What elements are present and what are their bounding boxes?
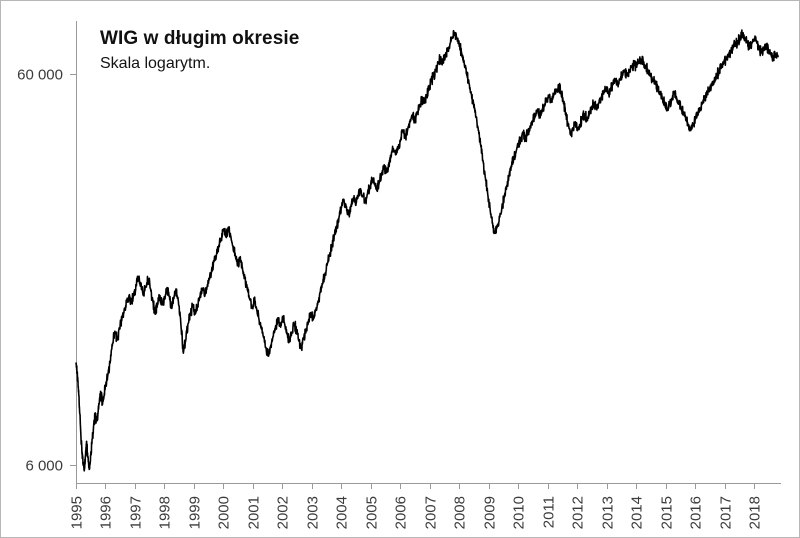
series-line-wig <box>75 29 779 472</box>
x-axis-tick-label: 2005 <box>364 496 381 529</box>
x-axis-tick-label: 2004 <box>334 496 351 529</box>
y-axis: 6 000 60 000 <box>17 21 77 483</box>
x-axis: 1995 1996 1997 1998 1999 2000 2001 2002 2003 2004… <box>69 483 781 529</box>
x-axis-tick-label: 2012 <box>570 496 587 529</box>
x-axis-tick-label: 1997 <box>128 496 145 529</box>
x-axis-tick-label: 1999 <box>187 496 204 529</box>
x-axis-tick-label: 2003 <box>305 496 322 529</box>
x-axis-tick-label: 2013 <box>600 496 617 529</box>
x-axis-tick-label: 2001 <box>246 496 263 529</box>
x-axis-tick-label: 2002 <box>275 496 292 529</box>
x-axis-tick-label: 2014 <box>629 496 646 529</box>
x-axis-tick-label: 2015 <box>659 496 676 529</box>
x-axis-tick-label: 2010 <box>511 496 528 529</box>
x-axis-tick-label: 2000 <box>216 496 233 529</box>
x-axis-tick-label: 1998 <box>157 496 174 529</box>
x-axis-tick-label: 2006 <box>393 496 410 529</box>
x-axis-tick-label: 2008 <box>452 496 469 529</box>
x-axis-tick-label: 2016 <box>688 496 705 529</box>
x-axis-tick-label: 2009 <box>482 496 499 529</box>
x-axis-tick-label: 1996 <box>98 496 115 529</box>
x-axis-tick-label: 2018 <box>747 496 764 529</box>
data-series-wig <box>75 29 779 472</box>
y-axis-tick-label: 6 000 <box>25 458 63 475</box>
y-axis-tick-label: 60 000 <box>17 67 63 84</box>
x-axis-tick-label: 1995 <box>69 496 86 529</box>
x-axis-tick-label: 2011 <box>541 496 558 528</box>
x-axis-tick-label: 2007 <box>423 496 440 529</box>
x-axis-tick-label: 2017 <box>718 496 735 529</box>
